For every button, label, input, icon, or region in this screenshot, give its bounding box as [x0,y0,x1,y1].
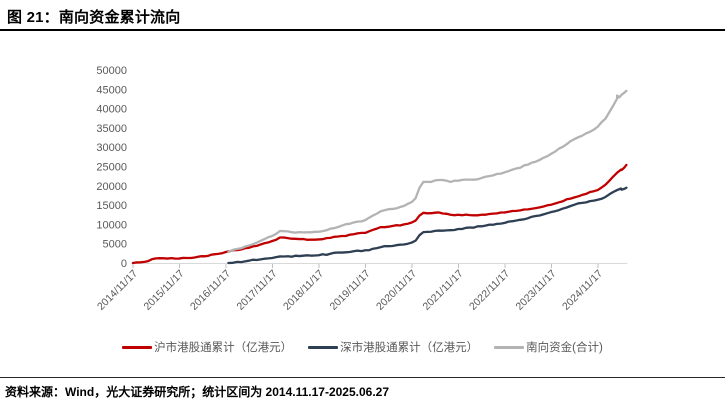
y-axis-tick-label: 35000 [96,123,127,135]
legend-item-southbound-total: 南向资金(合计) [494,339,603,355]
source-note: 资料来源：Wind，光大证券研究所；统计区间为 2014.11.17-2025.… [5,385,390,399]
y-axis-tick-label: 25000 [96,162,127,174]
y-axis-tick-label: 40000 [96,104,127,116]
legend-item-sz-connect: 深市港股通累计（亿港元） [308,339,478,355]
y-axis-tick-label: 10000 [96,219,127,231]
series-line-sz-connect-cumulative [227,186,628,265]
y-axis-tick-label: 5000 [103,239,127,251]
y-axis-tick-label: 0 [121,258,127,270]
series-line-southbound-total [227,89,628,254]
x-axis-tick-label: 2016/11/17 [188,268,233,313]
y-axis-tick-label: 20000 [96,181,127,193]
x-axis-tick-label: 2020/11/17 [374,268,419,313]
figure-title: 图 21：南向资金累计流向 [7,9,181,26]
x-axis-tick-label: 2023/11/17 [514,268,559,313]
legend-line-marker [308,345,339,349]
series-line-sh-connect-cumulative [131,163,628,265]
x-axis-tick-label: 2014/11/17 [95,268,140,313]
y-axis-tick-label: 50000 [96,65,127,77]
x-axis-tick-label: 2019/11/17 [328,268,373,313]
x-axis-tick-label: 2017/11/17 [235,268,280,313]
x-axis-tick-label: 2018/11/17 [281,268,326,313]
x-axis-tick-label: 2022/11/17 [467,268,512,313]
legend-item-sh-connect: 沪市港股通累计（亿港元） [122,339,292,355]
footer-divider [0,377,725,378]
legend-label: 南向资金(合计) [526,342,603,354]
y-axis-tick-label: 30000 [96,142,127,154]
x-axis-tick-label: 2021/11/17 [421,268,466,313]
legend-line-marker [494,345,525,349]
x-axis-tick-label: 2015/11/17 [142,268,187,313]
chart-legend: 沪市港股通累计（亿港元） 深市港股通累计（亿港元） 南向资金(合计) [0,339,725,355]
x-axis-tick-label: 2024/11/17 [560,268,605,313]
title-divider [0,29,725,31]
y-axis-tick-label: 15000 [96,200,127,212]
legend-line-marker [122,345,153,349]
legend-label: 沪市港股通累计（亿港元） [154,342,293,354]
y-axis-tick-label: 45000 [96,84,127,96]
legend-label: 深市港股通累计（亿港元） [340,342,479,354]
